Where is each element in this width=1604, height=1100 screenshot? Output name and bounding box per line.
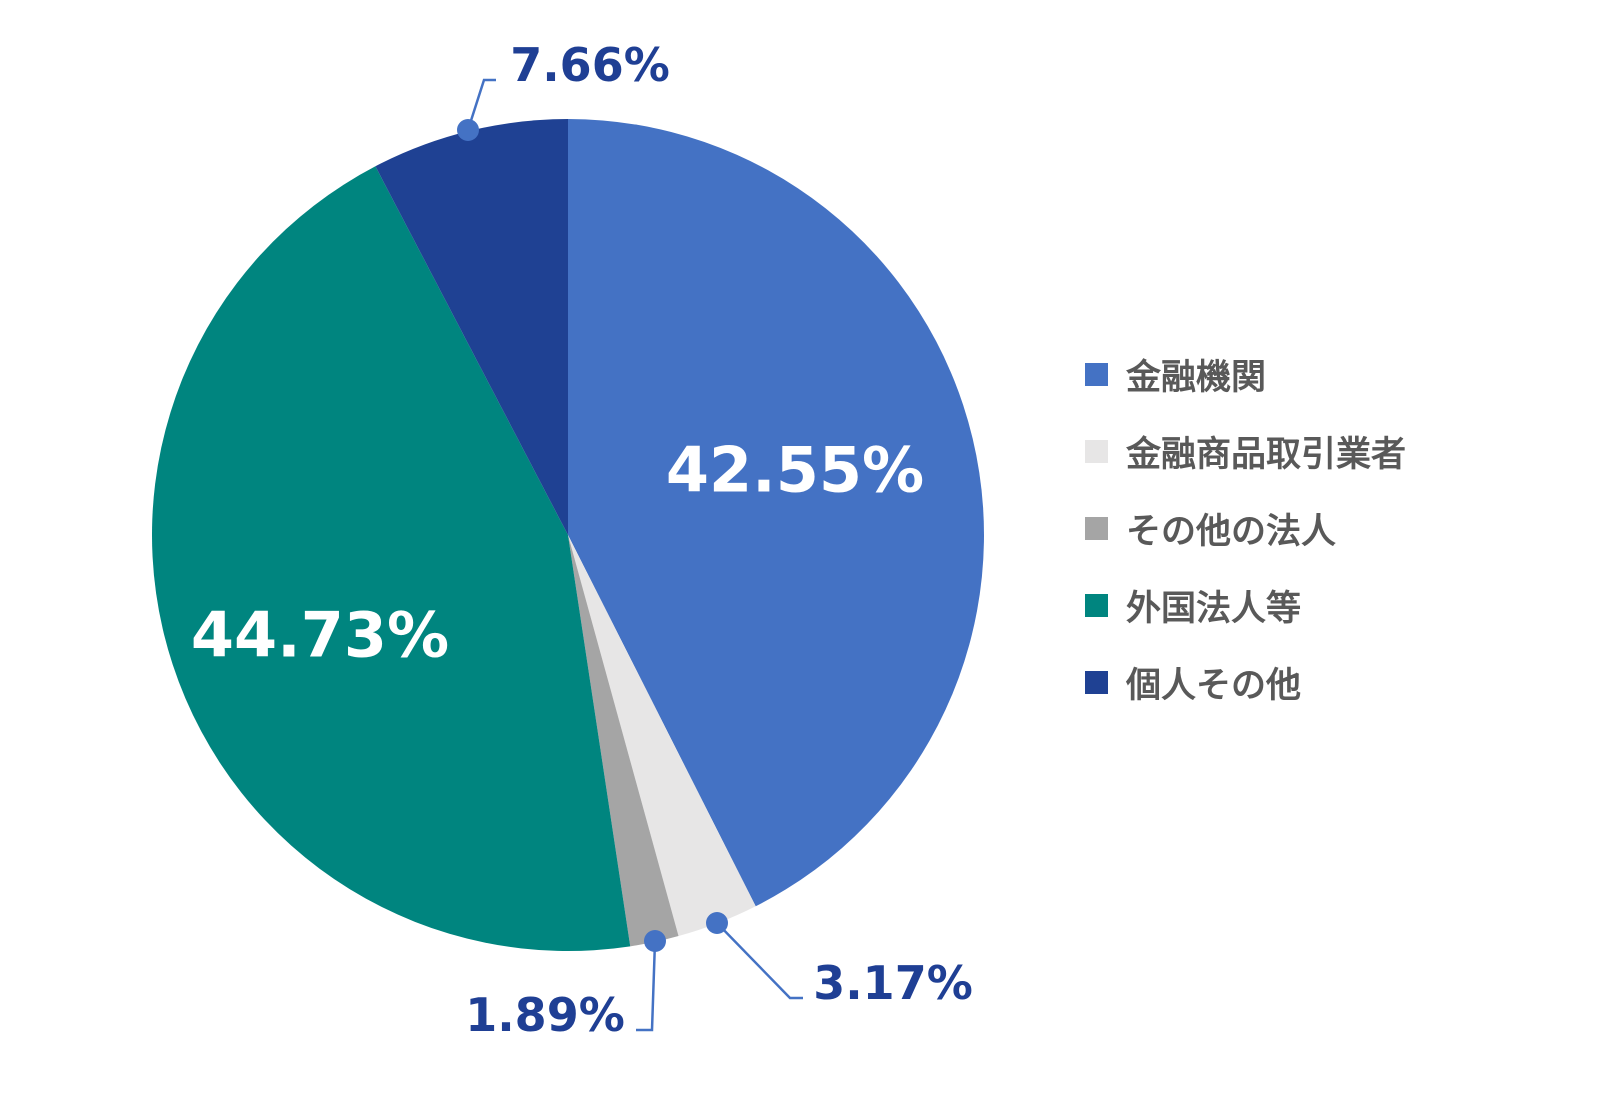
legend-swatch xyxy=(1085,594,1108,617)
legend-item-foreign-corporations: 外国法人等 xyxy=(1085,567,1406,644)
slice-value-label-4: 7.66% xyxy=(510,38,670,92)
pie-slices xyxy=(151,119,984,952)
legend-swatch xyxy=(1085,671,1108,694)
leader-line-4 xyxy=(466,78,496,131)
pie-slice-2 xyxy=(568,535,679,947)
leader-dot-4 xyxy=(457,119,479,141)
legend-label: その他の法人 xyxy=(1126,512,1337,552)
legend-label: 個人その他 xyxy=(1126,666,1302,706)
legend-label: 金融商品取引業者 xyxy=(1126,435,1407,475)
slice-value-label-3: 44.73% xyxy=(191,599,449,672)
pie-slice-0 xyxy=(568,119,984,907)
legend-label: 外国法人等 xyxy=(1126,589,1302,629)
legend-item-securities-firms: 金融商品取引業者 xyxy=(1085,413,1406,490)
slice-value-label-0: 42.55% xyxy=(666,434,924,507)
legend-item-other-corporations: その他の法人 xyxy=(1085,490,1406,567)
pie-slice-4 xyxy=(375,119,568,535)
legend-swatch xyxy=(1085,363,1108,386)
leader-line-2 xyxy=(636,940,657,1032)
pie-slice-3 xyxy=(151,166,631,952)
pie-labels: 42.55% 3.17% 1.89% 44.73% 7.66% xyxy=(191,38,973,1042)
legend-item-financial-institutions: 金融機関 xyxy=(1085,336,1406,413)
pie-slice-1 xyxy=(568,535,756,937)
leader-dot-1 xyxy=(706,912,728,934)
legend-label: 金融機関 xyxy=(1126,358,1267,398)
chart-legend: 金融機関 金融商品取引業者 その他の法人 外国法人等 個人その他 xyxy=(1085,336,1406,721)
leader-line-1 xyxy=(716,922,803,1000)
legend-swatch xyxy=(1085,440,1108,463)
leader-dot-2 xyxy=(644,930,666,952)
slice-value-label-2: 1.89% xyxy=(465,988,625,1042)
legend-swatch xyxy=(1085,517,1108,540)
slice-value-label-1: 3.17% xyxy=(813,956,973,1010)
legend-item-individuals-others: 個人その他 xyxy=(1085,644,1406,721)
